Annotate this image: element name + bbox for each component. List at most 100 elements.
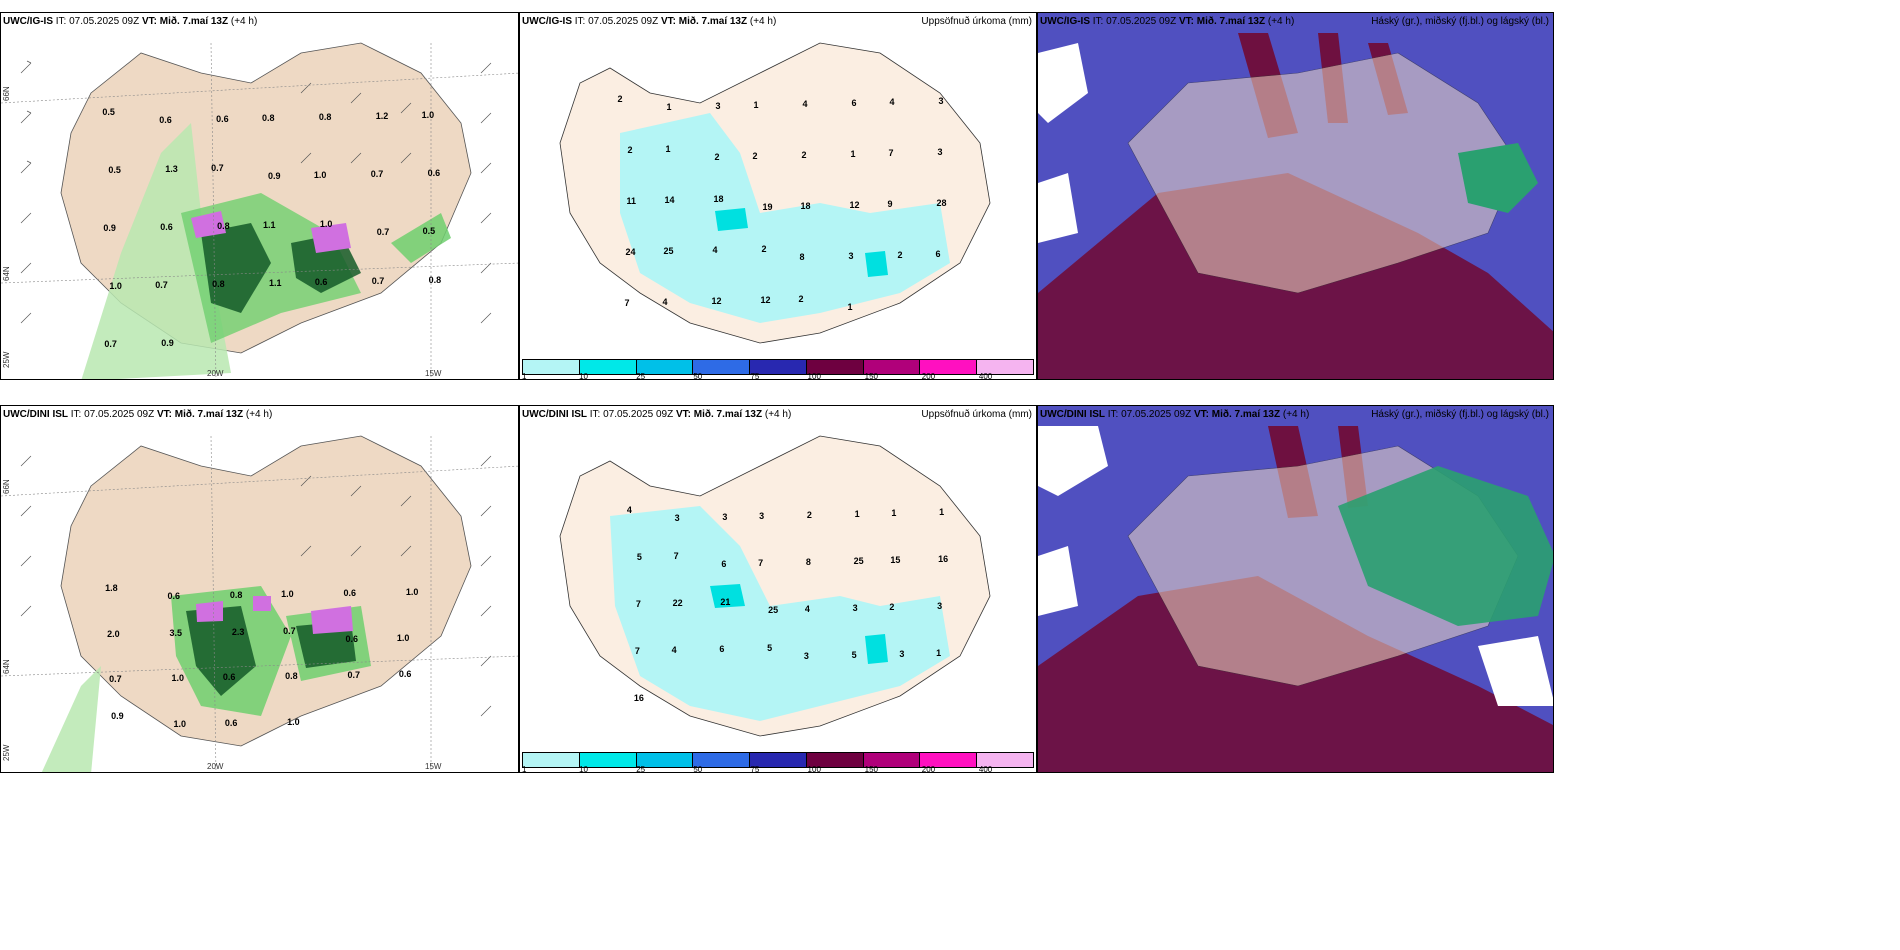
precip-value-label: 2 <box>889 602 895 612</box>
precip-mid-cell-2 <box>865 634 888 664</box>
legend-swatch <box>750 360 807 374</box>
precip-mid-cell-2 <box>865 251 888 277</box>
precip-value-label: 12 <box>760 295 771 305</box>
precip-value-label: 9 <box>887 199 893 209</box>
precip-light-area <box>610 506 950 721</box>
precip-mid-cell <box>715 208 748 231</box>
precip-value-label: 15 <box>890 555 901 565</box>
panel-header: UWC/IG-IS IT: 07.05.2025 09Z VT: Mið. 7.… <box>522 16 777 27</box>
legend-swatch <box>523 753 580 767</box>
precip-value-label: 3 <box>715 101 721 111</box>
legend-swatch <box>693 753 751 767</box>
legend-swatch <box>579 753 637 767</box>
precip-value-label: 0.7 <box>371 276 385 286</box>
legend-label: 75 <box>750 765 760 773</box>
legend-swatch <box>806 360 864 374</box>
precip-value-label: 3 <box>803 651 809 661</box>
precip-value-label: 1 <box>850 149 856 159</box>
precip-value-label: 6 <box>935 249 941 259</box>
precip-value-label: 0.8 <box>229 590 243 601</box>
precip-value-label: 0.6 <box>160 222 173 232</box>
cloud-low-patch <box>1338 466 1553 626</box>
precip-value-label: 0.7 <box>347 670 361 681</box>
precip-value-label: 22 <box>672 598 683 608</box>
legend-label: 100 <box>807 765 821 773</box>
precip-value-label: 0.5 <box>108 165 121 175</box>
precip-value-label: 6 <box>719 644 725 654</box>
panel-header: UWC/DINI ISL IT: 07.05.2025 09Z VT: Mið.… <box>522 409 792 420</box>
precip-value-label: 2 <box>752 151 758 161</box>
precip-value-label: 1 <box>936 648 942 658</box>
precip-value-label: 21 <box>720 597 731 607</box>
precip-value-label: 1.0 <box>313 170 327 180</box>
precip-value-label: 2 <box>761 244 767 254</box>
precip-value-label: 2 <box>806 510 812 520</box>
precip-value-label: 0.6 <box>427 168 441 178</box>
precip-value-label: 3 <box>848 251 854 261</box>
lat-label-64n: 64N <box>2 659 11 674</box>
map-dini-accum-precip <box>520 406 1036 751</box>
precip-value-label: 18 <box>800 201 811 211</box>
iceland-land <box>60 435 472 747</box>
precip-value-label: 2 <box>714 152 720 162</box>
legend-swatch <box>977 360 1034 374</box>
precip-value-label: 1.1 <box>263 220 276 230</box>
precip-magenta-cell <box>196 601 223 622</box>
panel-header: UWC/IG-IS IT: 07.05.2025 09Z VT: Mið. 7.… <box>1040 16 1295 27</box>
precip-value-label: 3 <box>938 96 944 106</box>
panel-header: UWC/IG-IS IT: 07.05.2025 09Z VT: Mið. 7.… <box>3 16 258 27</box>
precip-value-label: 1.8 <box>105 583 118 594</box>
legend-swatch <box>863 753 921 767</box>
precip-value-label: 0.5 <box>422 226 436 236</box>
precip-value-label: 0.6 <box>398 669 412 680</box>
precip-value-label: 4 <box>712 245 718 255</box>
precip-value-label: 12 <box>849 200 860 210</box>
legend-swatch <box>920 753 978 767</box>
precip-value-label: 7 <box>888 148 894 158</box>
precip-value-label: 0.6 <box>222 672 236 683</box>
precip-value-label: 0.8 <box>212 279 225 289</box>
precip-value-label: 1.0 <box>287 716 300 727</box>
precip-value-label: 1 <box>854 509 860 519</box>
precip-value-label: 0.8 <box>262 113 275 123</box>
legend-swatch <box>977 753 1034 767</box>
precip-value-label: 7 <box>634 646 640 656</box>
precip-value-label: 2 <box>627 145 633 155</box>
precip-value-label: 25 <box>663 246 674 256</box>
map-igis-wind-precip <box>1 13 518 379</box>
legend-swatch <box>693 360 751 374</box>
legend-swatch <box>750 753 807 767</box>
precip-value-label: 1.1 <box>269 278 282 288</box>
legend-label: 150 <box>864 372 879 380</box>
precip-legend: 1 10 25 50 75 100 150 200 400 <box>520 750 1036 772</box>
lat-label-25w: 25W <box>2 351 11 368</box>
precip-value-label: 19 <box>762 202 773 212</box>
precip-value-label: 7 <box>624 298 630 308</box>
precip-value-label: 1 <box>939 507 945 517</box>
precip-value-label: 14 <box>664 195 675 205</box>
precip-value-label: 2 <box>617 94 623 104</box>
precip-value-label: 1.0 <box>281 589 294 600</box>
precip-value-label: 7 <box>673 551 679 561</box>
precip-value-label: 0.8 <box>285 671 298 682</box>
precip-value-label: 4 <box>889 97 895 107</box>
panel-dini-accum-precip: UWC/DINI ISL IT: 07.05.2025 09Z VT: Mið.… <box>519 405 1037 773</box>
precip-value-label: 0.9 <box>161 338 174 348</box>
legend-swatch <box>579 360 637 374</box>
precip-value-label: 6 <box>721 559 727 569</box>
clear-patch <box>1038 426 1553 706</box>
precip-value-label: 3 <box>852 603 858 613</box>
legend-label: 10 <box>579 372 589 380</box>
precip-value-label: 5 <box>636 552 642 562</box>
precip-value-label: 0.7 <box>104 339 117 349</box>
precip-value-label: 4 <box>671 645 677 655</box>
legend-label: 10 <box>579 765 589 773</box>
precip-value-label: 3 <box>899 649 905 659</box>
precip-value-label: 3 <box>937 601 943 611</box>
legend-swatch <box>636 753 694 767</box>
precip-value-label: 25 <box>768 605 779 615</box>
map-dini-clouds <box>1038 406 1553 772</box>
precip-value-label: 0.6 <box>345 633 359 644</box>
precip-value-label: 0.7 <box>109 674 122 685</box>
precip-magenta-cell-3 <box>253 596 271 611</box>
